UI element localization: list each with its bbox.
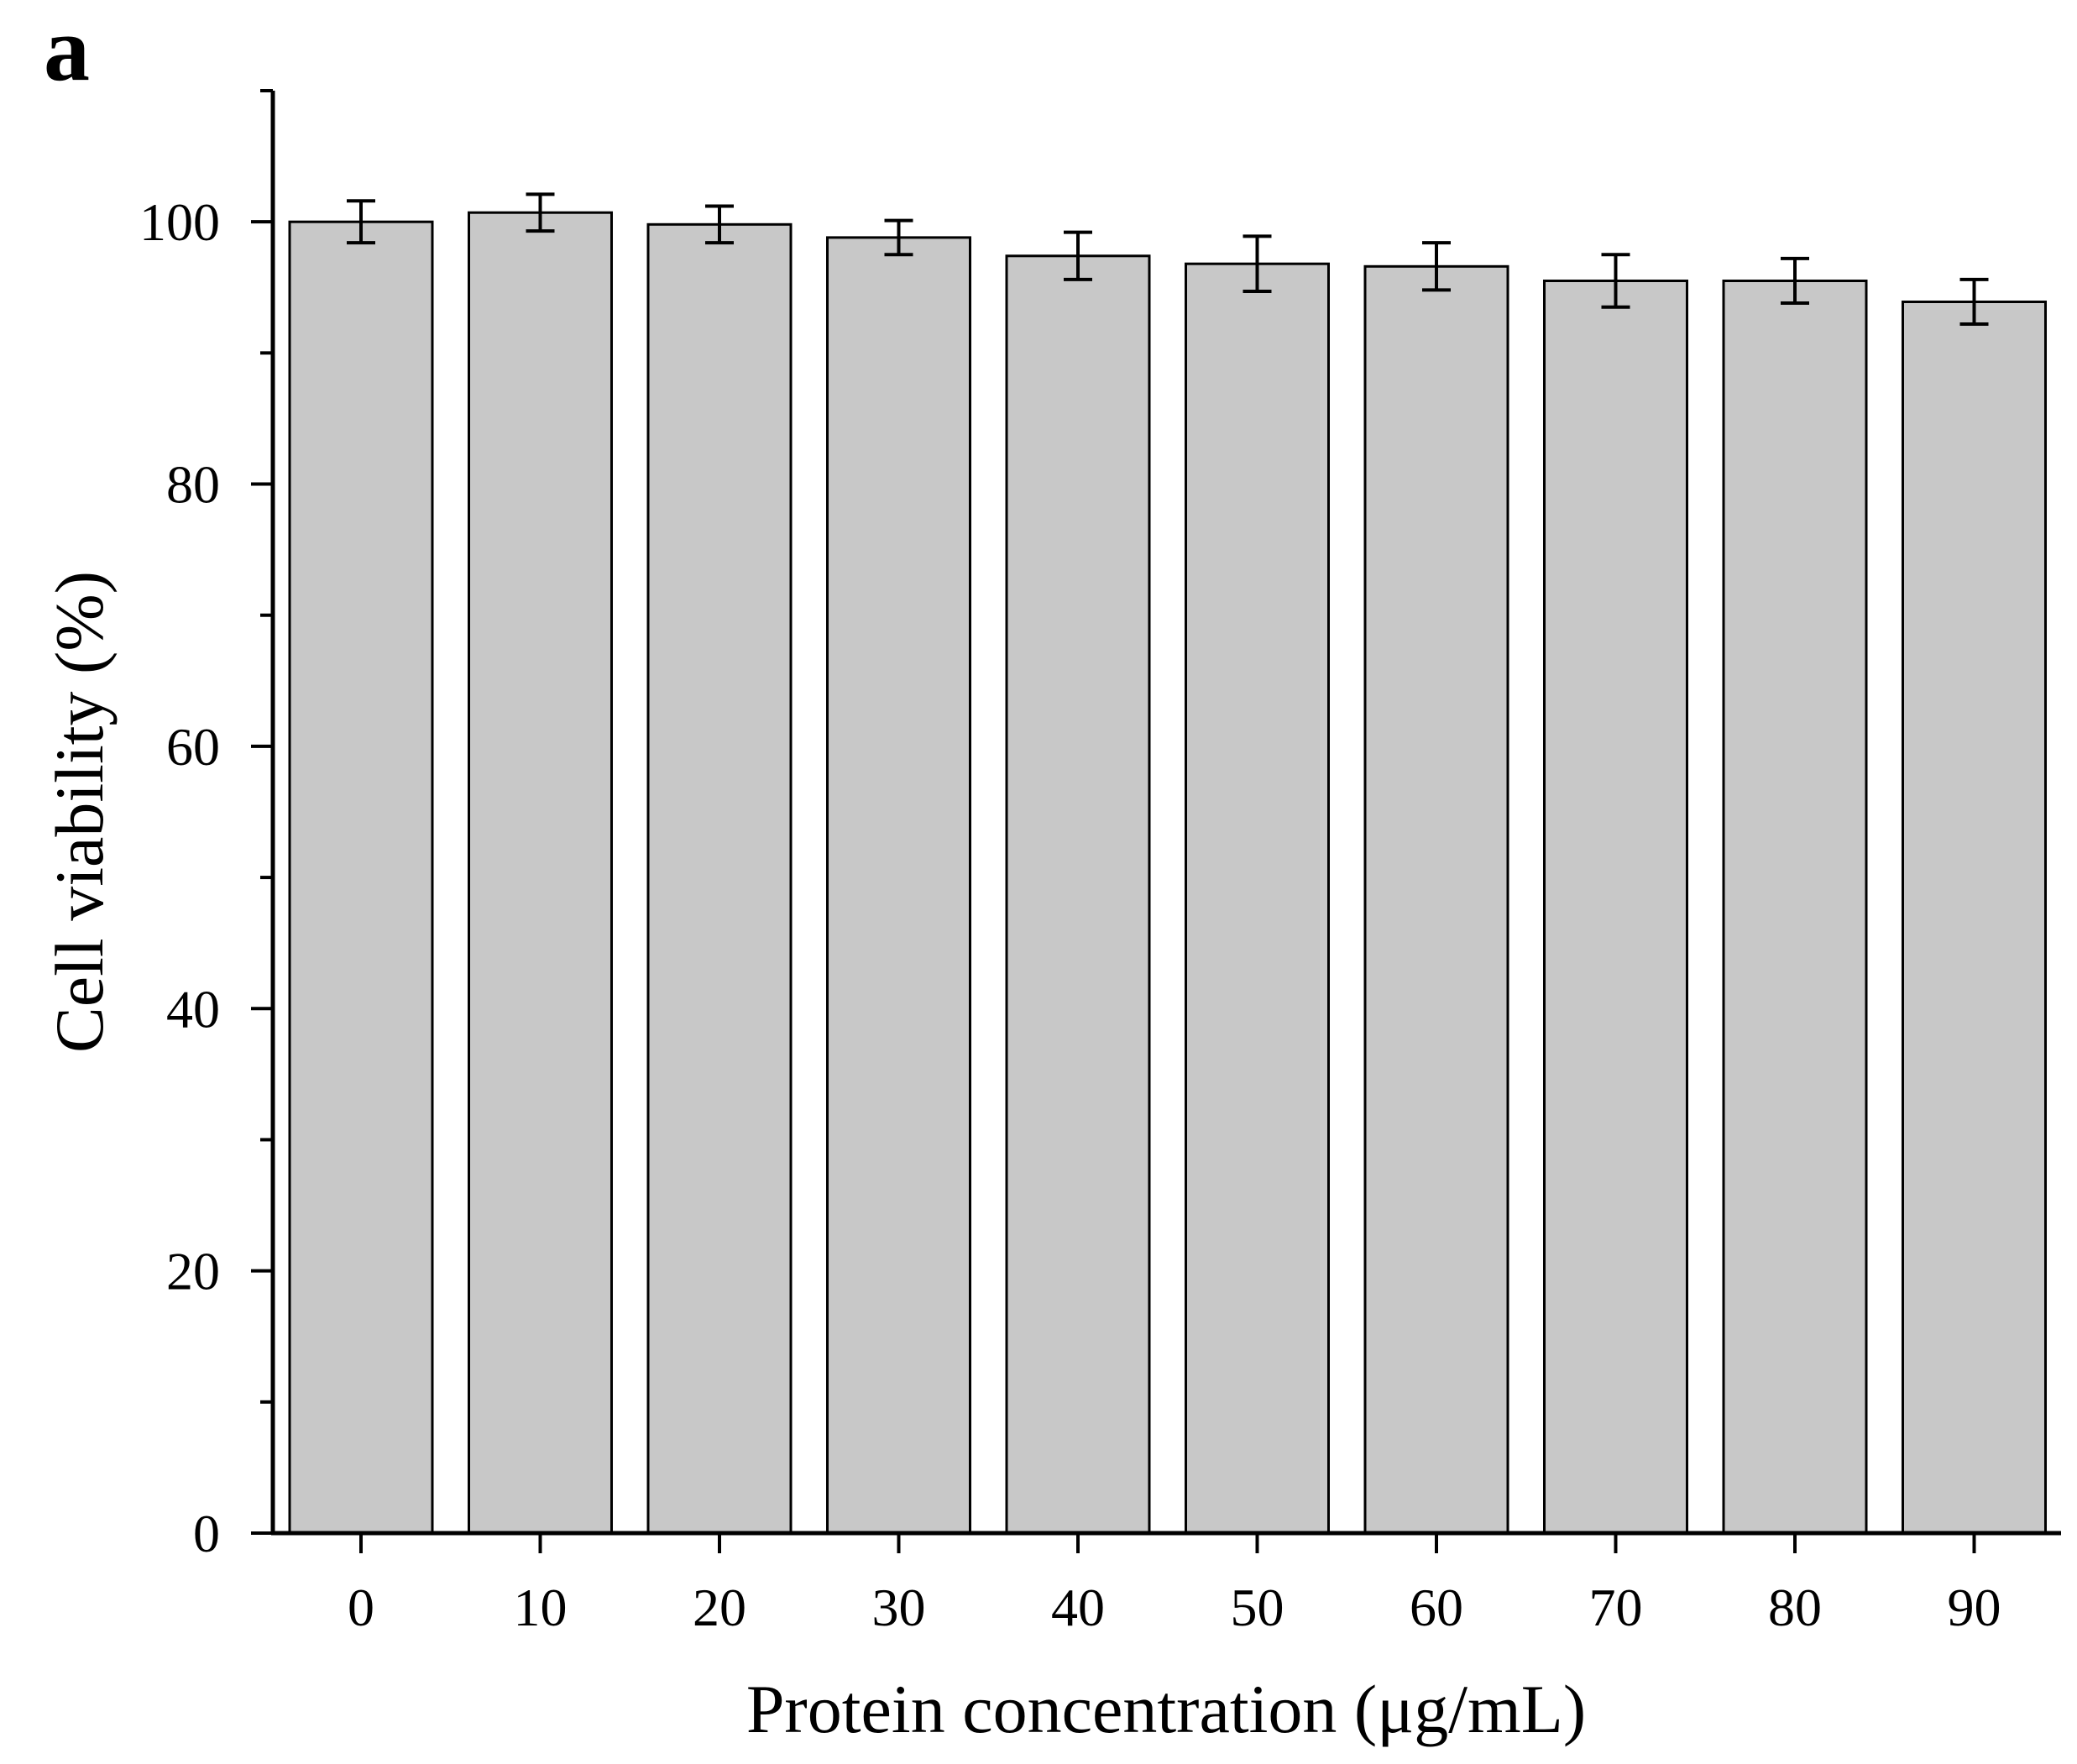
x-tick-label-0: 0 bbox=[348, 1578, 374, 1637]
bar-50 bbox=[1185, 262, 1330, 1535]
bar-80 bbox=[1722, 280, 1868, 1535]
y-tick-label-100: 100 bbox=[139, 192, 220, 252]
error-bar-60 bbox=[1422, 241, 1451, 292]
error-bar-40 bbox=[1064, 230, 1092, 281]
x-tick-label-10: 10 bbox=[514, 1578, 568, 1637]
y-tick-label-80: 80 bbox=[166, 455, 220, 515]
y-tick-label-20: 20 bbox=[166, 1242, 220, 1301]
x-tick-label-50: 50 bbox=[1231, 1578, 1284, 1637]
y-tick-label-40: 40 bbox=[166, 979, 220, 1039]
y-tick-label-0: 0 bbox=[193, 1504, 220, 1563]
x-ticks-layer: 0 10 20 30 40 50 60 70 80 90 bbox=[348, 1533, 2001, 1637]
error-bar-30 bbox=[884, 218, 913, 257]
error-bar-0 bbox=[347, 199, 375, 245]
x-tick-label-20: 20 bbox=[693, 1578, 746, 1637]
bar-20 bbox=[646, 222, 793, 1535]
bar-40 bbox=[1005, 254, 1151, 1535]
bar-90 bbox=[1902, 301, 2047, 1535]
error-bar-20 bbox=[705, 204, 734, 245]
error-bars-layer bbox=[347, 192, 1989, 327]
error-bar-80 bbox=[1781, 256, 1809, 306]
x-tick-label-40: 40 bbox=[1051, 1578, 1105, 1637]
x-tick-label-60: 60 bbox=[1410, 1578, 1463, 1637]
bar-60 bbox=[1363, 264, 1509, 1535]
y-axis-label: Cell viability (%) bbox=[41, 571, 118, 1053]
error-bar-50 bbox=[1243, 234, 1272, 293]
bar-30 bbox=[826, 236, 971, 1535]
y-tick-label-60: 60 bbox=[166, 717, 220, 777]
error-bar-70 bbox=[1601, 253, 1630, 309]
x-tick-label-30: 30 bbox=[872, 1578, 926, 1637]
error-bar-10 bbox=[526, 192, 555, 233]
bars-layer bbox=[288, 211, 2047, 1535]
error-bar-90 bbox=[1959, 277, 1989, 327]
y-ticks-layer: 0 20 40 60 80 100 bbox=[139, 89, 273, 1563]
bar-70 bbox=[1543, 280, 1688, 1535]
bar-10 bbox=[468, 211, 613, 1535]
bar-0 bbox=[288, 220, 434, 1535]
x-tick-label-80: 80 bbox=[1768, 1578, 1822, 1637]
x-tick-label-90: 90 bbox=[1948, 1578, 2001, 1637]
x-tick-label-70: 70 bbox=[1589, 1578, 1643, 1637]
panel-label: a bbox=[44, 0, 90, 100]
x-axis-label: Protein concentration (μg/mL) bbox=[746, 1671, 1586, 1747]
